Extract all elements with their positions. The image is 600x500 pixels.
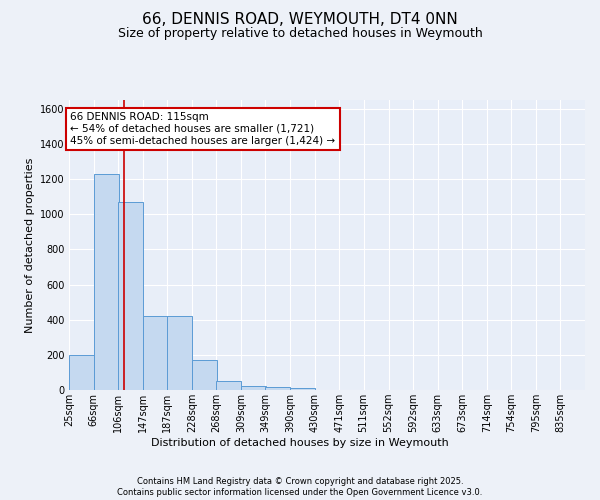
Bar (217, 381, 241, 390)
Text: 66 DENNIS ROAD: 115sqm
← 54% of detached houses are smaller (1,721)
45% of semi-: 66 DENNIS ROAD: 115sqm ← 54% of detached… (70, 112, 335, 146)
Bar (143, 316, 168, 390)
Bar (118, 202, 143, 390)
Bar (290, 388, 315, 390)
Text: Contains public sector information licensed under the Open Government Licence v3: Contains public sector information licen… (118, 488, 482, 497)
Bar (265, 388, 290, 390)
Bar (192, 360, 217, 390)
Bar (167, 316, 192, 390)
Bar (69, 355, 94, 390)
Bar (94, 174, 119, 390)
Text: Distribution of detached houses by size in Weymouth: Distribution of detached houses by size … (151, 438, 449, 448)
Text: 66, DENNIS ROAD, WEYMOUTH, DT4 0NN: 66, DENNIS ROAD, WEYMOUTH, DT4 0NN (142, 12, 458, 28)
Text: Size of property relative to detached houses in Weymouth: Size of property relative to detached ho… (118, 28, 482, 40)
Bar (241, 386, 266, 390)
Text: Contains HM Land Registry data © Crown copyright and database right 2025.: Contains HM Land Registry data © Crown c… (137, 476, 463, 486)
Y-axis label: Number of detached properties: Number of detached properties (25, 158, 35, 332)
